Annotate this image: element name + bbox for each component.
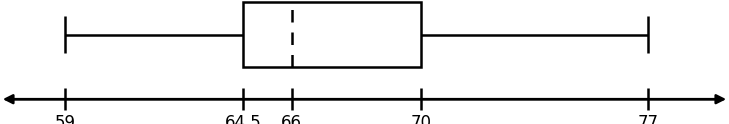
Text: 77: 77	[637, 114, 658, 124]
Text: 66: 66	[281, 114, 302, 124]
Bar	[243, 2, 421, 67]
Text: 59: 59	[54, 114, 75, 124]
Text: 70: 70	[410, 114, 432, 124]
Text: 64.5: 64.5	[225, 114, 262, 124]
